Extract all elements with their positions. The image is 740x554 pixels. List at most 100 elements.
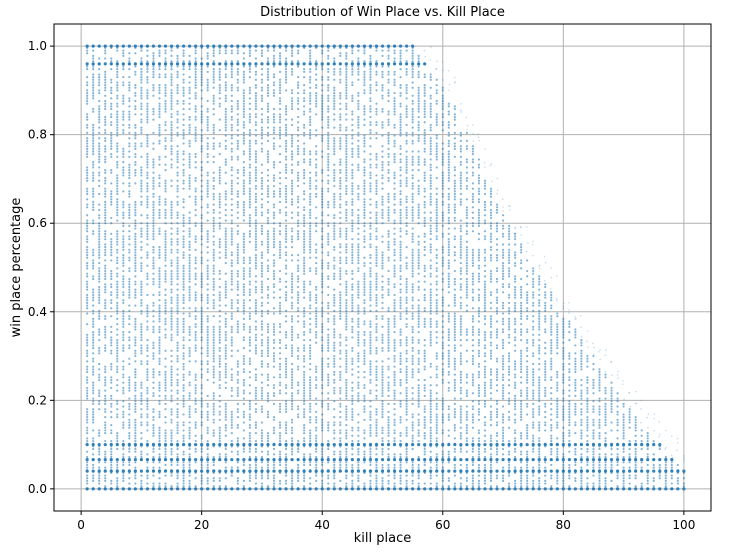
scatter-point — [272, 487, 275, 490]
scatter-point — [134, 448, 136, 450]
scatter-point — [201, 89, 203, 91]
scatter-point — [158, 389, 160, 391]
scatter-point — [255, 307, 257, 309]
scatter-point — [321, 169, 323, 171]
scatter-point — [158, 315, 160, 317]
scatter-point — [243, 323, 245, 325]
scatter-point — [176, 382, 178, 384]
scatter-point — [176, 344, 178, 346]
scatter-point — [195, 238, 197, 240]
scatter-point — [297, 219, 299, 221]
scatter-point — [309, 291, 311, 293]
scatter-point — [110, 275, 112, 277]
scatter-point — [261, 68, 263, 70]
scatter-point — [170, 227, 172, 229]
scatter-point — [104, 169, 106, 171]
scatter-point — [309, 132, 311, 134]
scatter-point — [164, 376, 166, 378]
scatter-point — [152, 257, 154, 259]
scatter-point — [327, 265, 329, 267]
scatter-point — [225, 405, 227, 407]
scatter-point — [104, 299, 106, 301]
scatter-point — [110, 246, 112, 248]
scatter-point — [321, 212, 323, 214]
scatter-point — [273, 275, 275, 277]
scatter-point — [279, 129, 281, 131]
scatter-point — [339, 387, 341, 389]
scatter-point — [170, 408, 172, 410]
scatter-point — [231, 336, 233, 338]
scatter-point — [104, 429, 106, 431]
scatter-point — [315, 145, 317, 147]
scatter-point — [189, 429, 191, 431]
scatter-point — [327, 328, 329, 330]
scatter-point — [110, 456, 112, 458]
scatter-point — [176, 458, 179, 461]
scatter-point — [303, 169, 305, 171]
scatter-point — [309, 76, 311, 78]
scatter-point — [339, 55, 341, 57]
scatter-point — [182, 241, 184, 243]
scatter-point — [146, 294, 148, 296]
scatter-point — [98, 166, 100, 168]
scatter-point — [327, 142, 329, 144]
scatter-point — [261, 467, 263, 469]
scatter-point — [110, 81, 112, 83]
scatter-point — [327, 169, 329, 171]
scatter-point — [176, 132, 178, 134]
scatter-point — [92, 68, 94, 70]
scatter-point — [345, 246, 347, 248]
scatter-point — [170, 92, 172, 94]
scatter-point — [98, 376, 100, 378]
scatter-point — [237, 328, 239, 330]
scatter-point — [225, 382, 227, 384]
scatter-point — [152, 201, 154, 203]
scatter-point — [152, 95, 154, 97]
scatter-point — [195, 440, 197, 442]
scatter-point — [201, 482, 203, 484]
scatter-point — [104, 219, 106, 221]
scatter-point — [195, 344, 197, 346]
scatter-point — [110, 411, 112, 413]
scatter-point — [92, 347, 94, 349]
scatter-point — [110, 243, 112, 245]
scatter-point — [297, 464, 299, 466]
scatter-point — [92, 251, 94, 253]
scatter-point — [182, 328, 184, 330]
scatter-point — [279, 243, 281, 245]
scatter-point — [164, 198, 166, 200]
scatter-point — [237, 259, 239, 261]
scatter-point — [128, 318, 130, 320]
scatter-point — [146, 307, 148, 309]
scatter-point — [164, 89, 166, 91]
scatter-point — [164, 437, 166, 439]
scatter-point — [152, 217, 154, 219]
scatter-point — [146, 265, 148, 267]
scatter-point — [249, 148, 251, 150]
scatter-point — [339, 405, 341, 407]
scatter-point — [140, 73, 142, 75]
scatter-point — [152, 294, 154, 296]
scatter-point — [116, 448, 118, 450]
scatter-point — [207, 233, 209, 235]
scatter-point — [309, 87, 311, 89]
scatter-point — [231, 166, 233, 168]
scatter-point — [213, 355, 215, 357]
scatter-point — [255, 376, 257, 378]
scatter-point — [206, 443, 209, 446]
scatter-point — [291, 304, 293, 306]
scatter-point — [315, 62, 318, 65]
scatter-point — [98, 251, 100, 253]
scatter-point — [122, 262, 124, 264]
scatter-point — [176, 374, 178, 376]
scatter-point — [225, 427, 227, 429]
scatter-point — [134, 323, 136, 325]
scatter-point — [339, 129, 341, 131]
scatter-point — [128, 230, 130, 232]
scatter-point — [219, 227, 221, 229]
scatter-point — [237, 233, 239, 235]
scatter-point — [164, 310, 166, 312]
scatter-point — [128, 432, 130, 434]
scatter-point — [92, 352, 94, 354]
scatter-point — [110, 458, 113, 461]
